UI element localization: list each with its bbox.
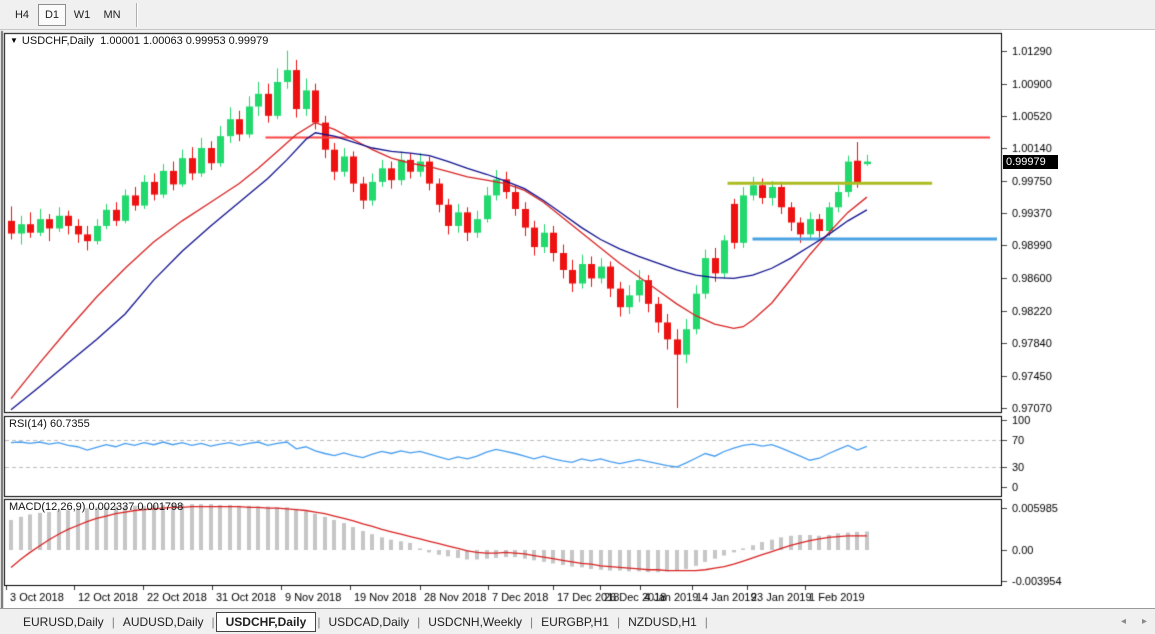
tab-usdcad-daily[interactable]: USDCAD,Daily (328, 614, 410, 629)
tab-eurgbp-h1[interactable]: EURGBP,H1 (541, 614, 609, 629)
current-price-tag: 0.99979 (1003, 155, 1058, 169)
tab-separator: | (317, 614, 321, 629)
tab-separator: | (530, 614, 534, 629)
tab-usdcnh-weekly[interactable]: USDCNH,Weekly (428, 614, 523, 629)
chart-symbol: USDCHF,Daily (21, 35, 95, 47)
timeframe-button-h4[interactable]: H4 (14, 8, 30, 21)
symbol-dropdown-icon[interactable]: ▼ (10, 36, 18, 45)
timeframe-toolbar: H4 D1 W1 MN (0, 0, 1155, 30)
tab-separator: | (704, 614, 708, 629)
tab-nzdusd-h1[interactable]: NZDUSD,H1 (628, 614, 697, 629)
tab-eurusd-daily[interactable]: EURUSD,Daily (23, 614, 104, 629)
timeframe-button-mn[interactable]: MN (103, 8, 121, 21)
timeframe-button-d1[interactable]: D1 (38, 3, 66, 26)
chart-title: ▼ USDCHF,Daily 1.00001 1.00063 0.99953 0.… (10, 35, 268, 47)
tab-separator: | (616, 614, 621, 629)
rsi-indicator-label: RSI(14) 60.7355 (9, 418, 90, 430)
tab-separator: | (417, 614, 421, 629)
macd-indicator-label: MACD(12,26,9) 0.002337 0.001798 (9, 501, 184, 513)
tab-usdchf-daily[interactable]: USDCHF,Daily (215, 611, 317, 632)
timeframe-button-w1[interactable]: W1 (73, 8, 91, 21)
chart-tabbar: EURUSD,Daily | AUDUSD,Daily | USDCHF,Dai… (0, 608, 1155, 634)
tab-scroll-right-icon[interactable]: ▸ (1141, 616, 1147, 627)
chart-area: ▼ USDCHF,Daily 1.00001 1.00063 0.99953 0.… (0, 30, 1155, 608)
toolbar-divider (136, 2, 137, 27)
chart-canvas[interactable] (0, 30, 1155, 608)
tab-separator: | (211, 614, 215, 629)
tab-separator: | (111, 614, 115, 629)
tab-scroll-arrows: ◂ ▸ (1121, 616, 1147, 627)
chart-ohlc-values: 1.00001 1.00063 0.99953 0.99979 (100, 35, 269, 47)
tab-audusd-daily[interactable]: AUDUSD,Daily (122, 614, 204, 629)
tab-scroll-left-icon[interactable]: ◂ (1120, 616, 1126, 627)
